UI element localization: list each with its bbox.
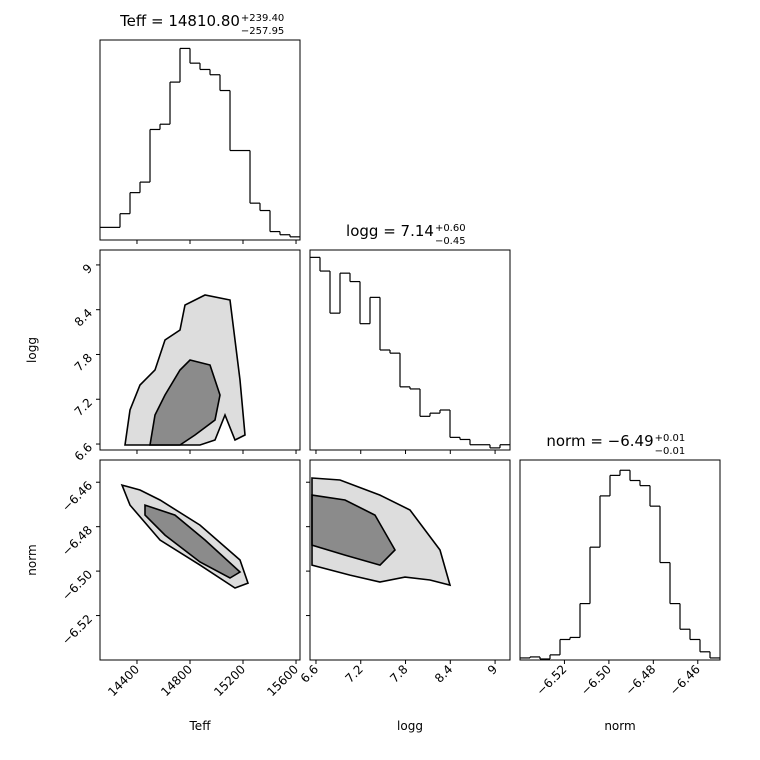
contour bbox=[149, 359, 221, 446]
panel-title: logg = 7.14 bbox=[346, 222, 434, 240]
axes-frame bbox=[99, 249, 301, 451]
x-tick-label: 15600 bbox=[264, 662, 301, 699]
x-tick-label: 15200 bbox=[211, 662, 248, 699]
y-tick-label: 8.4 bbox=[72, 306, 95, 329]
x-tick-label: 7.2 bbox=[342, 662, 365, 685]
x-axis-label: logg bbox=[397, 719, 423, 733]
y-axis-label: logg bbox=[25, 337, 39, 363]
x-tick-label: 7.8 bbox=[387, 662, 410, 685]
axes-frame bbox=[99, 459, 301, 661]
y-tick-label: 7.2 bbox=[72, 395, 95, 418]
y-tick-label: −6.52 bbox=[59, 612, 95, 648]
title-upper: +0.60 bbox=[435, 223, 466, 234]
x-tick-label: 6.6 bbox=[298, 662, 321, 685]
y-tick-label: −6.50 bbox=[59, 567, 95, 603]
x-tick-label: −6.50 bbox=[578, 662, 614, 698]
contour bbox=[144, 503, 242, 579]
x-tick-label: 9 bbox=[485, 662, 500, 677]
x-tick-label: 14800 bbox=[158, 662, 195, 699]
axes-frame bbox=[99, 39, 301, 241]
y-tick-label: −6.48 bbox=[59, 523, 95, 559]
x-tick-label: −6.46 bbox=[667, 662, 703, 698]
x-tick-label: −6.48 bbox=[623, 662, 659, 698]
y-tick-label: 7.8 bbox=[72, 351, 95, 374]
x-axis-label: norm bbox=[604, 719, 635, 733]
title-upper: +0.01 bbox=[655, 433, 686, 444]
x-tick-label: −6.52 bbox=[534, 662, 570, 698]
title-lower: −0.01 bbox=[655, 446, 686, 457]
title-lower: −257.95 bbox=[241, 26, 284, 37]
axes-frame bbox=[309, 459, 511, 661]
y-tick-label: 6.6 bbox=[72, 440, 95, 463]
axes-frame bbox=[519, 459, 721, 661]
contour bbox=[311, 494, 396, 566]
axes-frame bbox=[309, 249, 511, 451]
x-tick-label: 8.4 bbox=[432, 662, 455, 685]
title-lower: −0.45 bbox=[435, 236, 466, 247]
y-tick-label: 9 bbox=[80, 261, 95, 276]
x-axis-label: Teff bbox=[189, 719, 212, 733]
title-upper: +239.40 bbox=[241, 13, 284, 24]
y-tick-label: −6.46 bbox=[59, 478, 95, 514]
y-axis-label: norm bbox=[25, 544, 39, 575]
x-tick-label: 14400 bbox=[105, 662, 142, 699]
panel-title: norm = −6.49 bbox=[546, 432, 653, 450]
panel-title: Teff = 14810.80 bbox=[119, 12, 240, 30]
